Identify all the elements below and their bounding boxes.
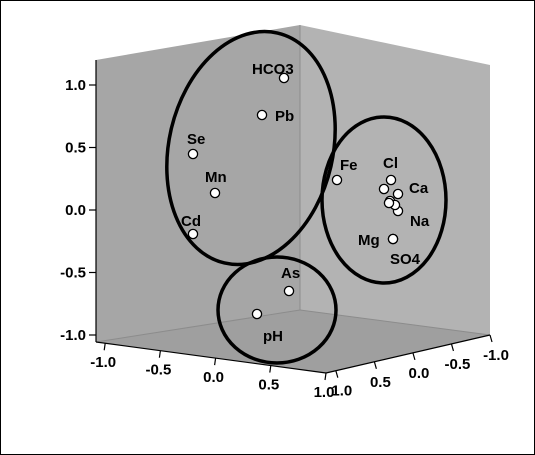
point-Se	[187, 148, 199, 160]
point-HCO3	[278, 72, 290, 84]
point-label: As	[281, 265, 300, 282]
point-label: Se	[187, 131, 205, 148]
data-points	[187, 72, 404, 320]
point-Pb	[256, 109, 268, 121]
side-tick-label: -1.0	[483, 347, 509, 364]
edge-floor-back-right	[299, 309, 491, 336]
side-tick-label: -0.5	[445, 356, 471, 373]
vertical-tick-label: -0.5	[60, 265, 86, 282]
point-label: Ca	[409, 180, 429, 197]
side-tick-marks	[335, 334, 493, 378]
point-Fe	[331, 174, 343, 186]
side-tick-mark	[335, 370, 339, 378]
vertical-tick-label: 0.5	[65, 140, 86, 157]
point-label: Cd	[181, 213, 201, 230]
side-tick-label: 0.0	[408, 365, 429, 382]
point-Cd	[187, 228, 199, 240]
front-tick-label: -0.5	[145, 362, 171, 379]
front-tick-mark	[324, 372, 327, 381]
point-label: Na	[410, 213, 430, 230]
side-tick-mark	[489, 334, 493, 343]
cluster-ellipse-right	[320, 115, 448, 285]
point-unlabeled	[383, 197, 395, 209]
point-As	[283, 285, 295, 297]
vertical-tick-marks	[89, 84, 96, 336]
vertical-tick-label: -1.0	[60, 327, 86, 344]
point-pH	[251, 308, 263, 320]
side-tick-mark	[450, 343, 455, 352]
point-Cl	[385, 174, 397, 186]
point-label: pH	[263, 328, 283, 345]
point-label: SO4	[390, 251, 421, 268]
cluster-ellipse-left	[165, 29, 337, 267]
edge-floor-back-left	[95, 309, 301, 343]
side-axis-line	[325, 334, 491, 374]
front-tick-label: 0.5	[258, 377, 279, 394]
front-tick-mark	[269, 365, 272, 373]
front-tick-label: 1.0	[314, 384, 335, 401]
front-tick-labels: -1.0 -0.5 0.0 0.5 1.0	[90, 354, 334, 401]
point-label: Cl	[383, 155, 398, 172]
vertical-tick-label: 0.0	[65, 202, 86, 219]
side-tick-label: 1.0	[331, 383, 352, 400]
point-label: Mn	[205, 169, 227, 186]
point-label: Fe	[340, 157, 358, 174]
front-tick-mark	[158, 350, 161, 358]
side-tick-labels: 1.0 0.5 0.0 -0.5 -1.0	[331, 347, 509, 400]
front-tick-label: 0.0	[203, 369, 224, 386]
point-label: Mg	[358, 232, 380, 249]
side-tick-mark	[412, 352, 416, 361]
point-Mn	[209, 187, 221, 199]
vertical-tick-label: 1.0	[65, 77, 86, 94]
point-label: Pb	[275, 108, 294, 125]
front-tick-label: -1.0	[90, 354, 116, 371]
point-label: HCO3	[252, 61, 294, 78]
point-labels: HCO3 Pb Se Mn Cd Fe Cl Ca Na Mg SO4 As p…	[181, 61, 430, 345]
side-tick-mark	[373, 361, 377, 369]
front-tick-mark	[214, 358, 217, 366]
point-unlabeled	[378, 183, 390, 195]
front-axis-line	[95, 341, 327, 374]
point-SO4	[387, 233, 399, 245]
cluster-ellipses	[165, 29, 448, 365]
vertical-tick-labels: 1.0 0.5 0.0 -0.5 -1.0	[60, 77, 86, 344]
front-tick-mark	[103, 343, 106, 351]
front-tick-marks	[103, 343, 327, 381]
point-Ca	[392, 188, 404, 200]
side-tick-label: 0.5	[370, 374, 391, 391]
cluster-ellipse-bottom	[216, 255, 338, 365]
axes	[95, 60, 491, 374]
